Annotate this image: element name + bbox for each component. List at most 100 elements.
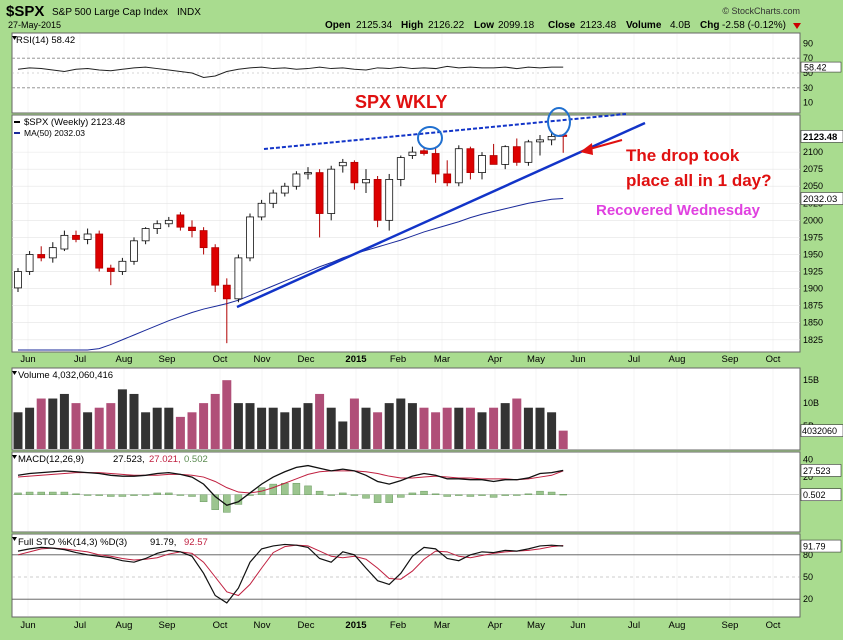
macd-histogram-bar [177,495,184,496]
candle-body [73,235,80,239]
candle-body [328,169,335,213]
x-tick-label: Sep [722,354,739,365]
candle-body [165,220,172,223]
candle-body [537,140,544,142]
candle-body [409,152,416,155]
volume-bar [106,403,115,449]
macd-histogram-bar [467,495,474,497]
candle-body [502,147,509,165]
candle-body [119,261,126,271]
x-tick-label: Jun [570,354,585,365]
volume-bar [559,431,568,449]
volume-bar [269,408,278,449]
candle-body [432,153,439,173]
candle-body [305,173,312,174]
x-tick-label: Feb [390,620,406,631]
volume-bar [257,408,266,449]
macd-histogram-bar [479,495,486,496]
x-tick-label: Nov [254,354,271,365]
x-tick-label: Dec [298,620,315,631]
volume-bar [466,408,475,449]
volume-bar [373,412,382,449]
candle-body [525,142,532,162]
candle-body [513,147,520,163]
candle-body [479,156,486,173]
open-value: 2125.34 [356,20,393,31]
volume-bar [362,408,371,449]
macd-histogram-bar [490,495,497,498]
macd-histogram-bar [537,491,544,495]
x-tick-label: Feb [390,354,406,365]
macd-histogram-bar [61,492,68,495]
price-tick-label: 1950 [803,249,823,259]
x-tick-label: Mar [434,354,450,365]
macd-histogram-bar [119,495,126,497]
volume-bar [72,403,81,449]
x-tick-label: Aug [669,620,686,631]
volume-bar [48,399,57,449]
x-tick-label: Sep [159,620,176,631]
volume-bar [153,408,162,449]
candle-body [200,231,207,248]
drop-annotation-line2: place all in 1 day? [626,171,772,190]
candle-body [49,248,56,258]
sto-tick-label: 20 [803,594,813,604]
candle-body [212,248,219,286]
macd-histogram-bar [455,495,462,496]
volume-bar [512,399,521,449]
macd-histogram-bar [339,493,346,495]
close-value: 2123.48 [580,20,617,31]
price-tick-label: 1850 [803,318,823,328]
macd-histogram-bar [328,495,335,496]
volume-bar [60,394,69,449]
price-tick-label: 2075 [803,164,823,174]
volume-bar [501,403,510,449]
price-tick-label: 1975 [803,232,823,242]
candle-body [223,285,230,299]
x-tick-label: 2015 [345,620,367,631]
macd-histogram-bar [49,492,56,495]
volume-bar [350,399,359,449]
x-tick-label: Sep [159,354,176,365]
exchange: INDX [177,7,201,18]
sto-legend-d: 92.57 [184,537,208,548]
price-tick-label: 2050 [803,181,823,191]
candle-body [131,241,138,261]
macd-histogram-bar [131,495,138,496]
macd-legend-macd: 27.523, [113,454,145,465]
macd-histogram-bar [363,495,370,499]
volume-tick-label: 10B [803,398,819,408]
quote-bar: Open 2125.34 High 2126.22 Low 2099.18 Cl… [325,20,786,31]
candle-body [96,234,103,268]
ma-legend: MA(50) 2032.03 [24,128,85,138]
candle-body [177,215,184,227]
macd-histogram-bar [421,491,428,495]
x-tick-label: Aug [669,354,686,365]
volume-bar [83,412,92,449]
volume-bar [130,394,139,449]
volume-bar [141,412,150,449]
x-tick-label: Apr [488,620,503,631]
x-tick-label: Jul [74,620,86,631]
macd-histogram-bar [548,492,555,495]
recovered-annotation: Recovered Wednesday [596,202,761,219]
candle-body [26,254,33,271]
macd-histogram-bar [200,495,207,502]
x-tick-label: Jun [570,620,585,631]
chg-label: Chg [700,20,719,31]
x-tick-label: Jul [628,354,640,365]
x-tick-label: Aug [116,354,133,365]
volume-bar [164,408,173,449]
candle-body [467,149,474,173]
sto-value-label: 91.79 [803,542,826,552]
volume-bar [211,394,220,449]
macd-histogram-bar [107,495,114,497]
macd-histogram-bar [351,495,358,496]
macd-histogram-bar [502,495,509,496]
close-label: Close [548,20,576,31]
x-tick-label: Sep [722,620,739,631]
volume-bar [431,412,440,449]
candle-body [270,193,277,203]
volume-bar [524,408,533,449]
